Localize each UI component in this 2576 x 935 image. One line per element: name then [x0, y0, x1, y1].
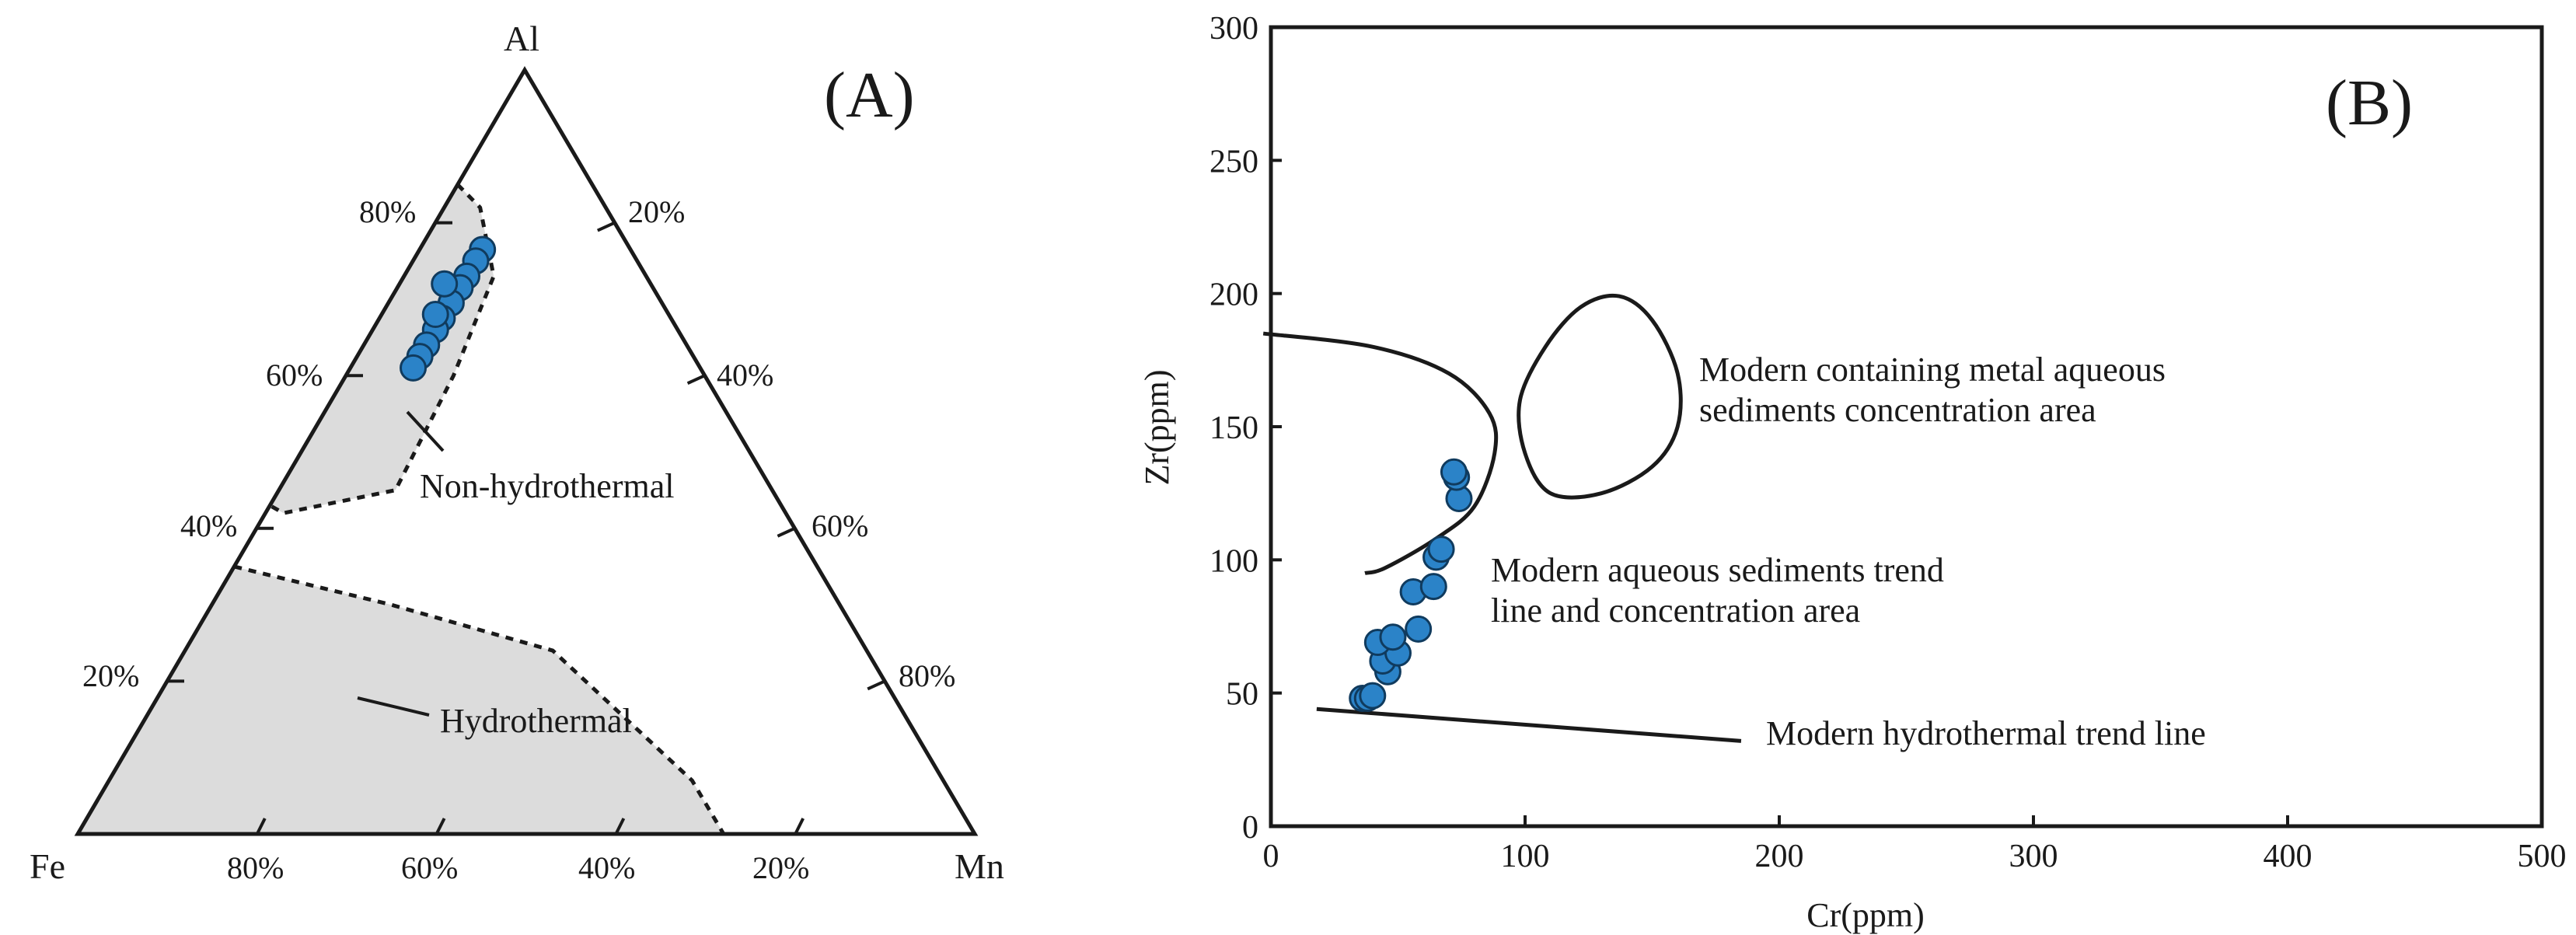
- left-tick-60: 60%: [266, 358, 323, 392]
- data-point: [1405, 615, 1433, 643]
- y-tick-label: 150: [1209, 410, 1258, 446]
- vertex-label-fe: Fe: [30, 846, 65, 886]
- left-tick-20: 20%: [82, 658, 139, 693]
- y-tick-label: 100: [1209, 543, 1258, 579]
- data-point: [1419, 573, 1447, 601]
- field-area-hydrothermal: [78, 566, 724, 834]
- right-tick-40: 40%: [717, 358, 773, 392]
- y-tick-label: 50: [1226, 677, 1258, 713]
- data-point: [1379, 623, 1407, 651]
- x-axis-title: Cr(ppm): [1806, 896, 1925, 934]
- y-tick-label: 0: [1242, 810, 1258, 846]
- right-tick-80: 80%: [899, 658, 955, 693]
- base-tick-mark-0: [256, 818, 267, 835]
- x-tick-label: 400: [2264, 839, 2312, 874]
- annotation-metal-1: Modern containing metal aqueous: [1699, 351, 2166, 389]
- left-tick-40: 40%: [180, 508, 237, 543]
- base-tick-mark-1: [435, 818, 446, 835]
- annotation-hydrothermal-line: Modern hydrothermal trend line: [1766, 714, 2206, 752]
- field-area-nonhydrothermal: [270, 184, 494, 514]
- left-tick-80: 80%: [359, 194, 416, 229]
- data-point: [1427, 536, 1455, 563]
- right-tick-60: 60%: [812, 508, 868, 543]
- x-tick-label: 500: [2518, 839, 2567, 874]
- ternary-point: [421, 301, 449, 329]
- nonhydro-leader: [406, 410, 445, 452]
- annotation-metal-2: sediments concentration area: [1699, 391, 2096, 429]
- field-boundary-hydrothermal: [233, 564, 726, 836]
- ternary-panel: (A) Al Fe Mn 80% 60% 40% 20% 20% 40% 60%…: [30, 19, 1004, 886]
- right-tick-mark-2: [777, 526, 796, 538]
- scatter-panel: 0 100 200 300 400 500 0 50 100 150 200 250 300 (B) C…: [1138, 11, 2567, 934]
- ternary-triangle: [74, 66, 979, 836]
- annotation-aqueous-1: Modern aqueous sediments trend: [1491, 551, 1944, 589]
- x-tick-label: 300: [2009, 839, 2058, 874]
- ternary-point: [431, 270, 459, 298]
- hydro-leader: [357, 696, 430, 717]
- base-tick-mark-2: [614, 818, 626, 835]
- field-label-hydrothermal: Hydrothermal: [440, 702, 632, 740]
- y-tick-label: 250: [1209, 144, 1258, 180]
- annotation-aqueous-2: line and concentration area: [1491, 591, 1860, 630]
- right-tick-mark-1: [686, 374, 706, 386]
- y-tick-label: 300: [1209, 11, 1258, 47]
- data-point: [1359, 682, 1387, 710]
- base-tick-mark-3: [794, 818, 805, 835]
- field-boundary-nonhydrothermal: [269, 183, 496, 515]
- panel-label-b: (B): [2326, 67, 2413, 139]
- vertex-label-mn: Mn: [955, 846, 1004, 886]
- y-axis-title: Zr(ppm): [1138, 369, 1176, 485]
- base-tick-20: 20%: [752, 850, 809, 885]
- right-tick-20: 20%: [628, 194, 685, 229]
- panel-label-a: (A): [824, 59, 915, 131]
- hydrothermal-trend-line: [1316, 706, 1742, 743]
- aqueous-trend-region: [1262, 331, 1499, 575]
- right-tick-mark-0: [596, 221, 616, 232]
- right-tick-mark-3: [867, 679, 886, 691]
- vertex-label-al: Al: [504, 19, 539, 58]
- base-tick-60: 60%: [401, 850, 458, 885]
- base-tick-80: 80%: [227, 850, 284, 885]
- y-tick-label: 200: [1209, 277, 1258, 313]
- x-tick-label: 0: [1263, 839, 1279, 874]
- x-tick-label: 200: [1755, 839, 1804, 874]
- field-label-nonhydrothermal: Non-hydrothermal: [420, 467, 674, 505]
- ternary-point: [400, 354, 428, 382]
- metal-aqueous-region: [1517, 293, 1683, 500]
- data-point: [1440, 458, 1468, 486]
- base-tick-40: 40%: [578, 850, 635, 885]
- x-tick-label: 100: [1501, 839, 1550, 874]
